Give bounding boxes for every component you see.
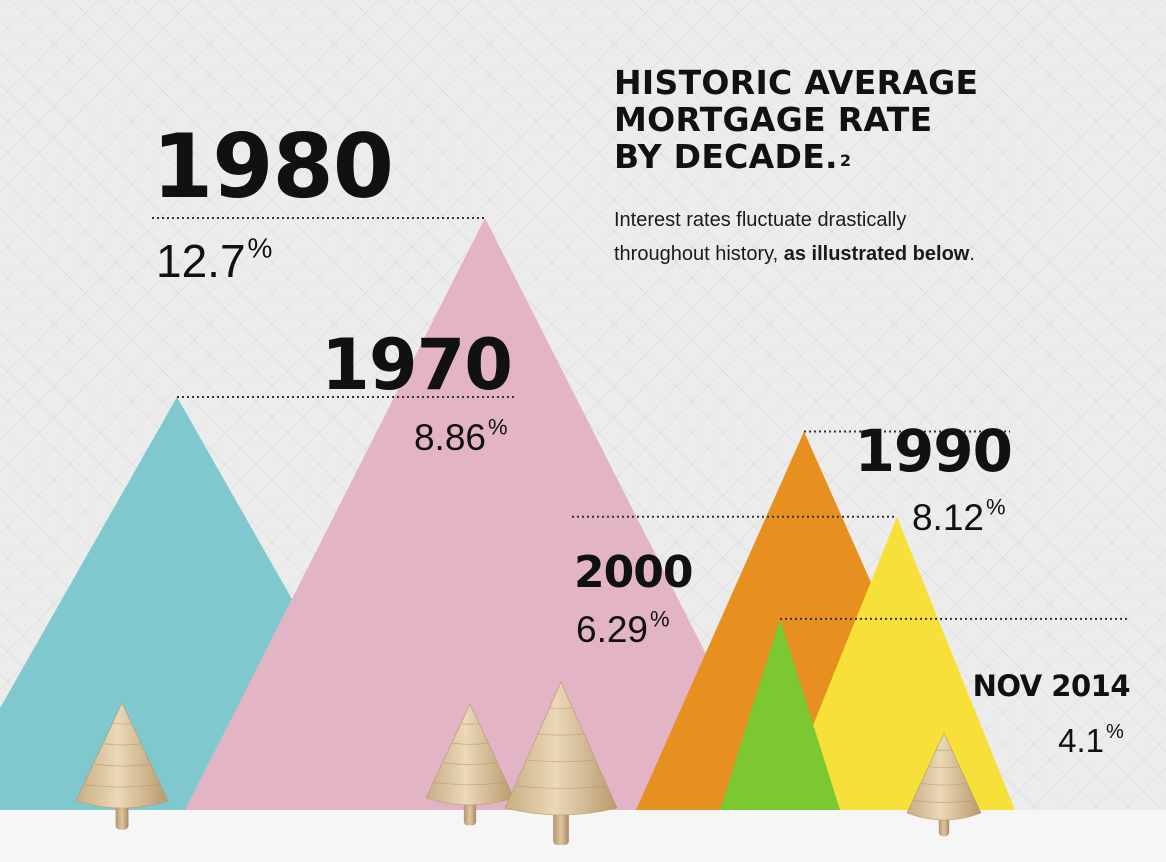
title-line-3: BY DECADE. (614, 137, 838, 176)
ground (0, 810, 1166, 862)
wooden-tree-icon (906, 732, 982, 837)
chart-title: HISTORIC AVERAGE MORTGAGE RATE BY DECADE… (614, 64, 1054, 175)
value-label-nov-2014: 4.1 (1058, 722, 1104, 759)
value-label-1980: 12.7 (156, 235, 246, 287)
wooden-tree-icon (75, 702, 169, 830)
value-label-2000: 6.29 (576, 609, 648, 650)
value-unit-1970: % (488, 414, 508, 439)
category-label-1980: 1980 (152, 115, 393, 218)
title-line-2: MORTGAGE RATE (614, 100, 933, 139)
category-label-1990: 1990 (855, 417, 1012, 485)
subtitle-line-2: throughout history, (614, 243, 784, 265)
chart-subtitle: Interest rates fluctuate drastically thr… (614, 203, 1054, 271)
peak-1980 (185, 218, 785, 810)
subtitle-line-1: Interest rates fluctuate drastically (614, 209, 907, 231)
title-footnote: 2 (839, 151, 852, 170)
value-label-1970: 8.86 (414, 417, 486, 458)
subtitle-period: . (969, 243, 975, 265)
peak-nov-2014 (720, 618, 840, 810)
value-unit-1980: % (248, 233, 273, 264)
value-unit-nov-2014: % (1106, 721, 1124, 743)
subtitle-emphasis: as illustrated below (783, 243, 970, 265)
value-unit-1990: % (986, 494, 1006, 519)
category-label-nov-2014: NOV 2014 (973, 669, 1130, 703)
value-unit-2000: % (650, 606, 670, 631)
wooden-tree-icon (504, 681, 618, 845)
category-label-2000: 2000 (574, 547, 692, 598)
wooden-tree-icon (425, 703, 515, 826)
category-label-1970: 1970 (321, 324, 512, 406)
title-line-1: HISTORIC AVERAGE (614, 63, 979, 102)
value-label-1990: 8.12 (912, 497, 984, 538)
title-block: HISTORIC AVERAGE MORTGAGE RATE BY DECADE… (614, 64, 1054, 271)
peak-2000 (779, 516, 1015, 810)
